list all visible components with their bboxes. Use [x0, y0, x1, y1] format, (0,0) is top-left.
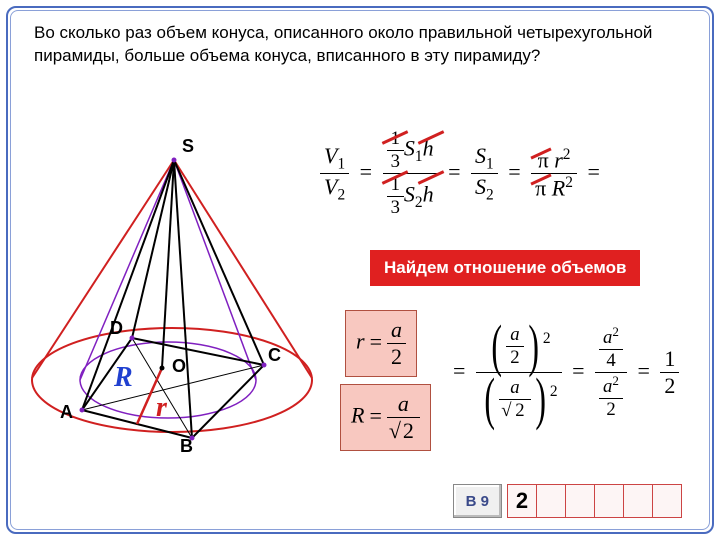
r-formula-box: r=a2 [345, 310, 417, 377]
answer-strip: В 9 2 [453, 484, 682, 518]
label-B: B [180, 436, 193, 457]
label-D: D [110, 318, 123, 339]
ratio-banner: Найдем отношение объемов [370, 250, 640, 286]
answer-cell-5[interactable] [652, 484, 682, 518]
label-A: A [60, 402, 73, 423]
answer-cell-0[interactable]: 2 [507, 484, 537, 518]
answer-cell-4[interactable] [623, 484, 653, 518]
derivation-equation: = (a2)2 (a2)2 = a24 a22 = 1 2 [448, 320, 679, 425]
label-small-r: r [156, 392, 167, 424]
label-O: O [172, 356, 186, 377]
answer-cell-1[interactable] [536, 484, 566, 518]
label-C: C [268, 345, 281, 366]
pyramid-cone-diagram: S D C A B O R r [24, 140, 324, 460]
answer-cell-2[interactable] [565, 484, 595, 518]
label-big-R: R [114, 362, 133, 394]
label-S: S [182, 136, 194, 157]
R-formula-box: R=a2 [340, 384, 431, 451]
volume-ratio-equation: V1 V2 = 13S1h 13S2h = S1 S2 = π r2 π R2 … [320, 128, 605, 219]
answer-cell-3[interactable] [594, 484, 624, 518]
answer-label[interactable]: В 9 [453, 484, 502, 518]
question-text: Во сколько раз объем конуса, описанного … [34, 22, 686, 68]
